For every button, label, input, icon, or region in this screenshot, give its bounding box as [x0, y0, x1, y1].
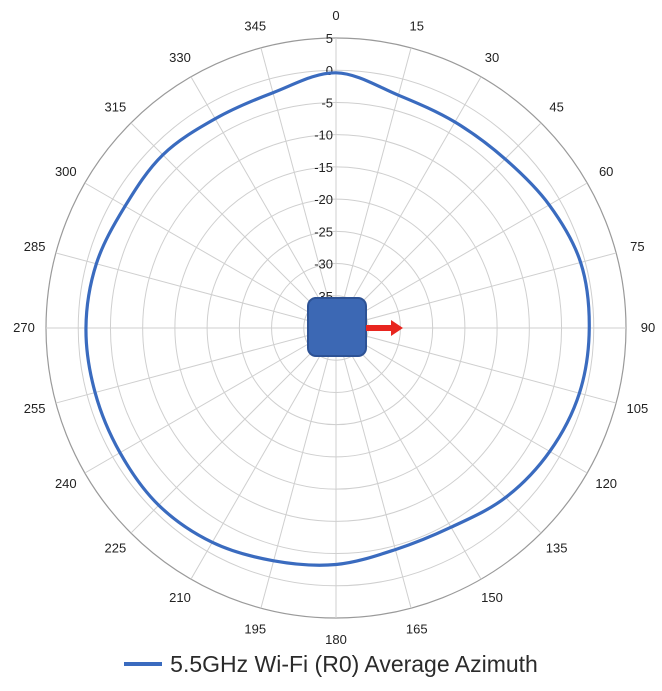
- radial-tick-label: -15: [314, 160, 333, 175]
- angle-label: 90: [641, 320, 655, 335]
- angle-label: 240: [55, 476, 77, 491]
- grid-spoke: [260, 47, 337, 329]
- series-lines: [84, 71, 591, 567]
- radial-tick-label: -30: [314, 257, 333, 272]
- grid-spoke: [55, 252, 337, 329]
- radial-ticks: 50-5-10-15-20-25-30-35-40: [314, 31, 333, 336]
- grid-spoke: [335, 327, 542, 534]
- angle-label: 300: [55, 164, 77, 179]
- grid-spoke: [130, 122, 337, 329]
- series-line: [84, 71, 591, 567]
- grid-spoke: [335, 327, 482, 580]
- angle-label: 165: [406, 621, 428, 636]
- angle-label: 75: [630, 239, 644, 254]
- radial-tick-label: 0: [326, 63, 333, 78]
- angle-label: 180: [325, 632, 347, 647]
- angle-label: 15: [410, 19, 424, 34]
- radial-tick-label: -10: [314, 128, 333, 143]
- radial-tick-label: 5: [326, 31, 333, 46]
- legend-line-swatch: [124, 662, 163, 666]
- angle-labels: 0 15 30 45 60 75 90 105 120 135 150 165 180 195 210 225…: [13, 8, 655, 647]
- grid-spoke: [84, 327, 337, 474]
- angle-label: 225: [105, 541, 127, 556]
- angle-label: 105: [627, 401, 649, 416]
- legend-label: 5.5GHz Wi-Fi (R0) Average Azimuth: [170, 650, 538, 677]
- angle-label: 285: [24, 239, 46, 254]
- angle-label: 150: [481, 590, 503, 605]
- radial-tick-label: -20: [314, 192, 333, 207]
- radial-tick-label: -25: [314, 224, 333, 239]
- grid-spoke: [335, 182, 588, 329]
- angle-label: 330: [169, 50, 191, 65]
- grid-spoke: [130, 327, 337, 534]
- grid-spoke: [84, 182, 337, 329]
- device-square: [307, 297, 367, 357]
- grid-spoke: [335, 327, 588, 474]
- angle-label: 45: [549, 99, 563, 114]
- angle-label: 315: [105, 99, 127, 114]
- angle-label: 270: [13, 320, 35, 335]
- angle-label: 135: [546, 541, 568, 556]
- grid-spoke: [335, 47, 412, 329]
- direction-arrow: [366, 320, 403, 336]
- angle-label: 345: [244, 19, 266, 34]
- angle-label: 255: [24, 401, 46, 416]
- grid-spoke: [190, 327, 337, 580]
- angle-label: 0: [332, 8, 339, 23]
- angle-label: 60: [599, 164, 613, 179]
- grid-spoke: [335, 122, 542, 329]
- legend: 5.5GHz Wi-Fi (R0) Average Azimuth: [0, 647, 662, 681]
- grid-spoke: [335, 252, 617, 329]
- angle-label: 195: [244, 621, 266, 636]
- grid-spoke: [335, 327, 412, 609]
- grid-spoke: [335, 76, 482, 329]
- grid-spoke: [335, 327, 617, 404]
- angle-label: 120: [595, 476, 617, 491]
- annotations: [307, 297, 403, 357]
- grid-spoke: [55, 327, 337, 404]
- angle-label: 30: [485, 50, 499, 65]
- radial-tick-label: -5: [321, 95, 333, 110]
- angle-label: 210: [169, 590, 191, 605]
